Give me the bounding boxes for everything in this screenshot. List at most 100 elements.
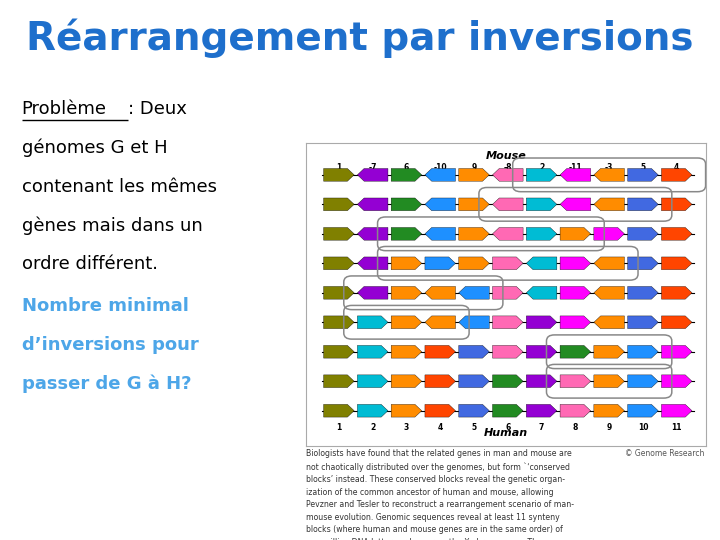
Polygon shape [425, 375, 456, 388]
Polygon shape [459, 257, 490, 269]
Polygon shape [323, 198, 354, 211]
Polygon shape [560, 346, 590, 358]
Polygon shape [526, 168, 557, 181]
Text: 4: 4 [438, 423, 443, 432]
Polygon shape [357, 198, 388, 211]
Text: 6: 6 [505, 423, 510, 432]
Polygon shape [357, 404, 388, 417]
Polygon shape [492, 198, 523, 211]
Text: 5: 5 [472, 423, 477, 432]
Polygon shape [628, 286, 658, 299]
Polygon shape [425, 404, 456, 417]
Polygon shape [662, 346, 692, 358]
Polygon shape [560, 316, 590, 329]
Polygon shape [323, 257, 354, 269]
Text: -10: -10 [433, 163, 447, 172]
Polygon shape [425, 346, 456, 358]
Text: d’inversions pour: d’inversions pour [22, 336, 198, 354]
Text: 7: 7 [539, 423, 544, 432]
Polygon shape [459, 316, 490, 329]
Text: : Deux: : Deux [128, 100, 187, 118]
Polygon shape [594, 375, 624, 388]
Polygon shape [526, 346, 557, 358]
Polygon shape [594, 316, 624, 329]
Text: ordre différent.: ordre différent. [22, 255, 158, 273]
Polygon shape [594, 404, 624, 417]
Text: Nombre minimal: Nombre minimal [22, 297, 189, 315]
Polygon shape [560, 257, 590, 269]
Text: 3: 3 [404, 423, 409, 432]
Polygon shape [662, 404, 692, 417]
Polygon shape [323, 227, 354, 240]
Text: Human: Human [484, 428, 528, 438]
Polygon shape [425, 227, 456, 240]
Polygon shape [425, 168, 456, 181]
Polygon shape [357, 346, 388, 358]
Text: -3: -3 [605, 163, 613, 172]
Polygon shape [459, 286, 490, 299]
Polygon shape [594, 198, 624, 211]
Text: 10: 10 [638, 423, 648, 432]
Text: 1: 1 [336, 423, 341, 432]
Polygon shape [391, 227, 422, 240]
Text: Mouse: Mouse [485, 151, 526, 161]
Text: 2: 2 [370, 423, 375, 432]
Text: 1: 1 [336, 163, 341, 172]
Polygon shape [492, 257, 523, 269]
Polygon shape [594, 227, 624, 240]
Text: 2: 2 [539, 163, 544, 172]
Polygon shape [357, 227, 388, 240]
Polygon shape [323, 346, 354, 358]
Polygon shape [628, 227, 658, 240]
Polygon shape [560, 375, 590, 388]
Polygon shape [662, 257, 692, 269]
Polygon shape [357, 168, 388, 181]
Polygon shape [560, 404, 590, 417]
Text: gènes mais dans un: gènes mais dans un [22, 217, 202, 235]
Text: © Genome Research: © Genome Research [625, 449, 704, 458]
Text: 6: 6 [404, 163, 409, 172]
Polygon shape [425, 198, 456, 211]
Text: 4: 4 [674, 163, 680, 172]
Polygon shape [492, 316, 523, 329]
Polygon shape [459, 227, 490, 240]
Polygon shape [391, 375, 422, 388]
Text: 9: 9 [472, 163, 477, 172]
Polygon shape [594, 257, 624, 269]
Polygon shape [492, 346, 523, 358]
Polygon shape [391, 286, 422, 299]
Polygon shape [628, 375, 658, 388]
Text: Réarrangement par inversions: Réarrangement par inversions [26, 19, 694, 58]
Polygon shape [526, 375, 557, 388]
Text: -11: -11 [569, 163, 582, 172]
Polygon shape [492, 286, 523, 299]
Polygon shape [492, 375, 523, 388]
Polygon shape [526, 257, 557, 269]
Polygon shape [628, 316, 658, 329]
Polygon shape [662, 227, 692, 240]
Polygon shape [459, 375, 490, 388]
Polygon shape [526, 316, 557, 329]
Polygon shape [492, 404, 523, 417]
Polygon shape [323, 404, 354, 417]
Text: Biologists have found that the related genes in man and mouse are
not chaoticall: Biologists have found that the related g… [306, 449, 574, 540]
Polygon shape [560, 227, 590, 240]
Polygon shape [391, 198, 422, 211]
Polygon shape [526, 286, 557, 299]
Polygon shape [594, 168, 624, 181]
Polygon shape [323, 375, 354, 388]
Polygon shape [526, 198, 557, 211]
Polygon shape [391, 346, 422, 358]
Polygon shape [628, 404, 658, 417]
Polygon shape [594, 346, 624, 358]
Polygon shape [459, 346, 490, 358]
Text: -7: -7 [369, 163, 377, 172]
Polygon shape [459, 404, 490, 417]
Text: 9: 9 [606, 423, 612, 432]
Polygon shape [628, 168, 658, 181]
Polygon shape [357, 375, 388, 388]
Polygon shape [492, 168, 523, 181]
Text: 5: 5 [640, 163, 646, 172]
Polygon shape [357, 286, 388, 299]
Polygon shape [662, 168, 692, 181]
